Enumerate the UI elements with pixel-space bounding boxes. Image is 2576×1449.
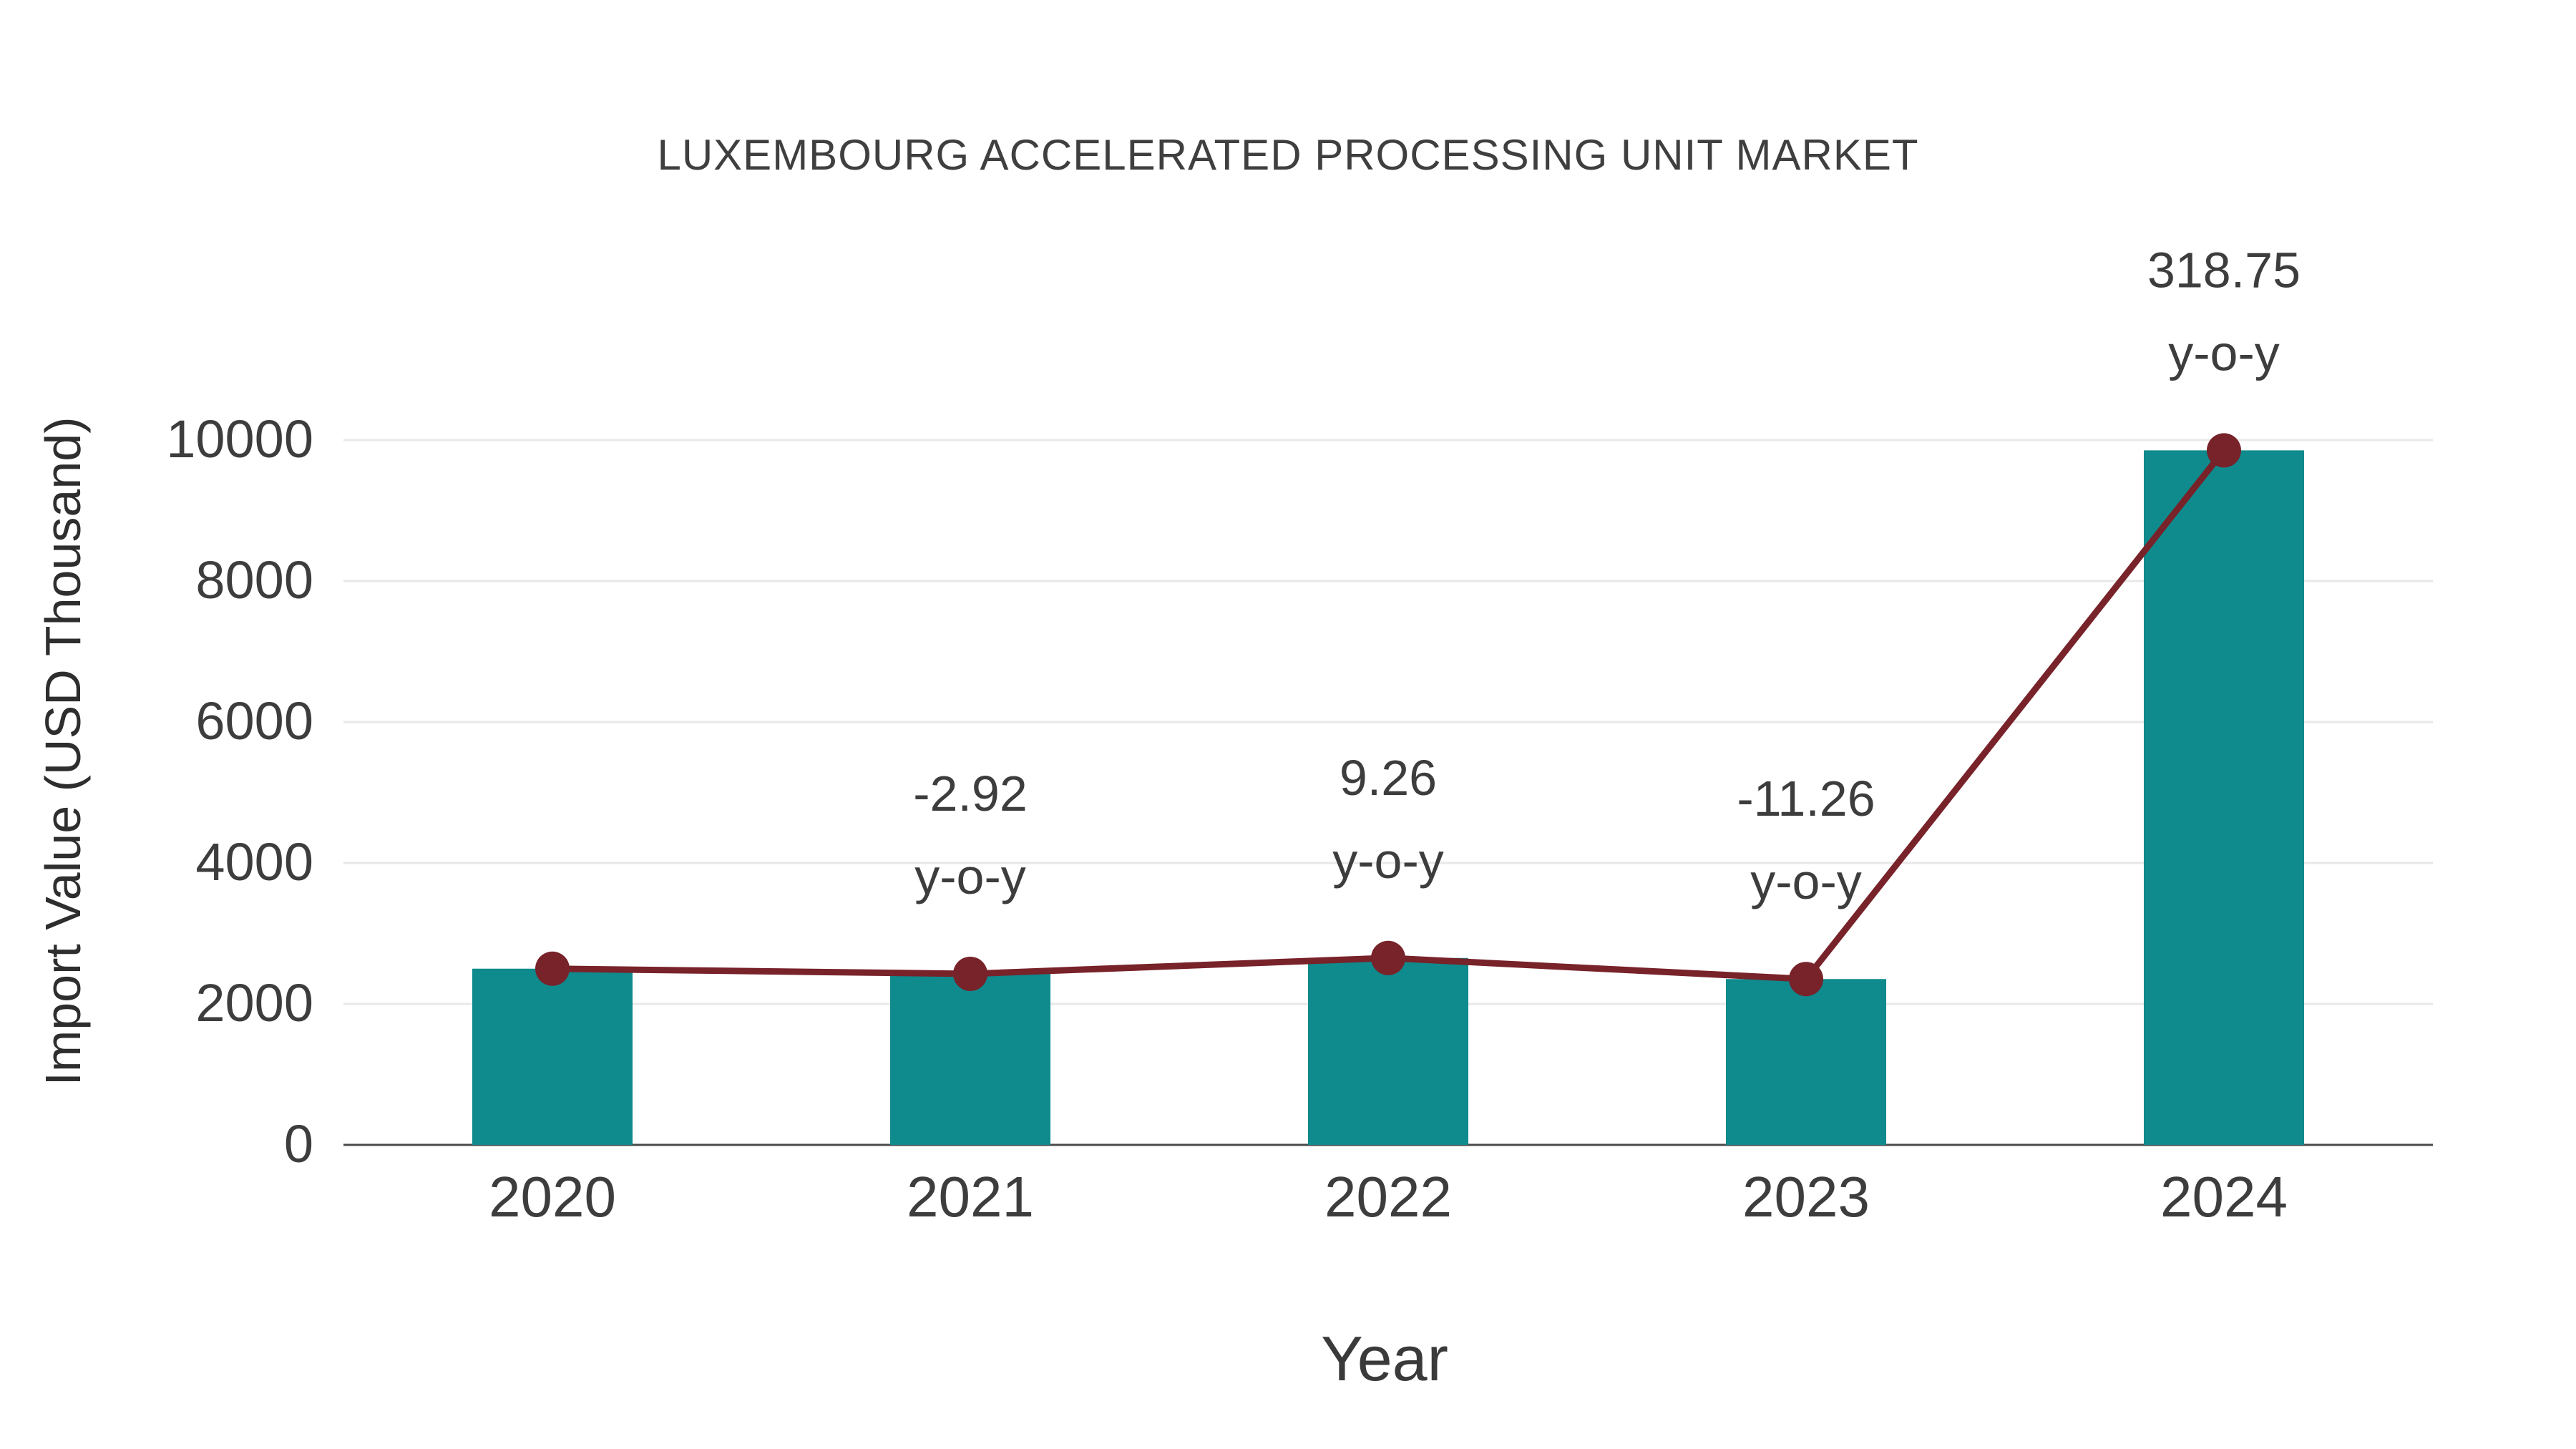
y-tick-label: 8000 xyxy=(195,550,313,610)
y-tick-label: 2000 xyxy=(195,973,313,1033)
trend-marker-2023 xyxy=(1789,962,1823,997)
annotation-suffix: y-o-y xyxy=(1332,833,1444,889)
bar-2022 xyxy=(1308,957,1468,1145)
x-tick-label: 2021 xyxy=(907,1165,1034,1229)
x-axis-title: Year xyxy=(1321,1323,1448,1394)
x-tick-label: 2024 xyxy=(2160,1165,2288,1229)
chart-title: LUXEMBOURG ACCELERATED PROCESSING UNIT M… xyxy=(657,131,1919,179)
annotation-suffix: y-o-y xyxy=(2168,325,2280,381)
trend-line xyxy=(552,448,2227,982)
y-tick-label: 6000 xyxy=(195,691,313,751)
annotation-value: 318.75 xyxy=(2147,242,2301,298)
trend-marker-2021 xyxy=(953,956,987,991)
bar-2021 xyxy=(890,973,1050,1145)
trend-marker-2022 xyxy=(1371,940,1405,975)
x-tick-label: 2022 xyxy=(1324,1165,1452,1229)
y-tick-label: 10000 xyxy=(166,409,313,469)
y-tick-label: 0 xyxy=(284,1114,313,1174)
trend-marker-2024 xyxy=(2207,433,2241,468)
annotation-suffix: y-o-y xyxy=(1750,854,1862,909)
annotation-suffix: y-o-y xyxy=(914,849,1026,904)
y-tick-label: 4000 xyxy=(195,832,313,892)
trend-marker-2020 xyxy=(535,951,570,986)
bar-2024 xyxy=(2144,450,2304,1145)
bar-2020 xyxy=(472,968,633,1145)
bar-2023 xyxy=(1726,979,1886,1145)
x-tick-label: 2020 xyxy=(489,1165,616,1229)
annotation-value: -2.92 xyxy=(913,766,1028,821)
annotation-value: -11.26 xyxy=(1737,771,1875,826)
annotation-value: 9.26 xyxy=(1340,750,1437,806)
x-tick-label: 2023 xyxy=(1742,1165,1870,1229)
